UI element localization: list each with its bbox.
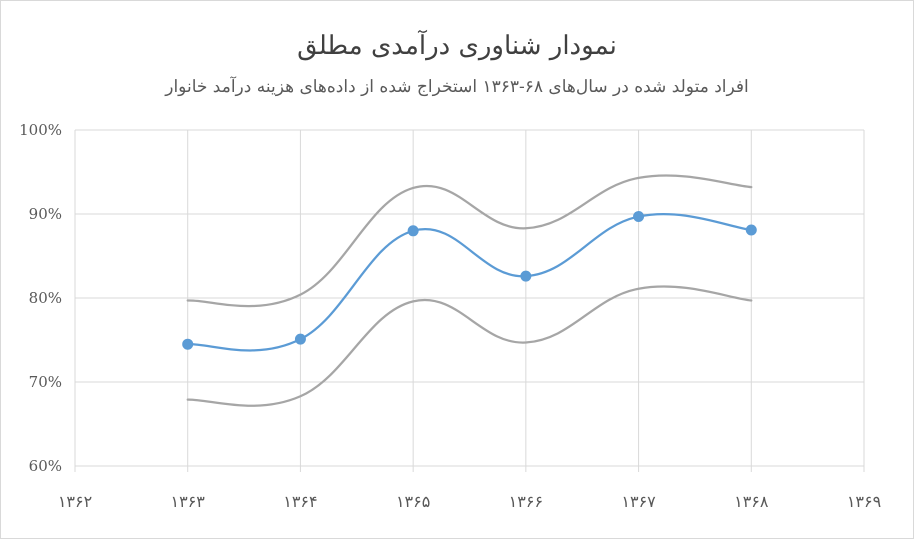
y-axis-ticks: 60% 70% 80% 90% 100% (19, 121, 62, 475)
y-tick-label: 70% (29, 373, 62, 391)
x-tick-label: ۱۳۶۸ (734, 492, 769, 511)
y-tick-label: 100% (19, 121, 62, 139)
x-tick-label: ۱۳۶۶ (509, 492, 543, 511)
y-tick-label: 80% (29, 289, 62, 307)
data-point (183, 339, 193, 349)
x-tick-label: ۱۳۶۲ (58, 492, 92, 511)
y-tick-label: 60% (29, 457, 62, 475)
x-axis-ticks: ۱۳۶۲ ۱۳۶۳ ۱۳۶۴ ۱۳۶۵ ۱۳۶۶ ۱۳۶۷ ۱۳۶۸ ۱۳۶۹ (58, 492, 881, 511)
marker-layer (183, 212, 757, 350)
data-point (408, 226, 418, 236)
data-point (634, 212, 644, 222)
series-line-main (188, 214, 752, 350)
data-point (521, 271, 531, 281)
x-tick-label: ۱۳۶۷ (621, 492, 656, 511)
x-tick-label: ۱۳۶۹ (847, 492, 881, 511)
chart-title: نمودار شناوری درآمدی مطلق (297, 29, 617, 61)
x-tick-label: ۱۳۶۵ (396, 492, 430, 511)
x-tick-label: ۱۳۶۳ (171, 492, 206, 511)
series-layer (188, 176, 752, 406)
y-tick-label: 90% (29, 205, 62, 223)
x-tick-label: ۱۳۶۴ (283, 492, 317, 511)
data-point (746, 225, 756, 235)
data-point (295, 334, 305, 344)
chart-subtitle: افراد متولد شده در سال‌های ۶۸-۱۳۶۳ استخر… (164, 75, 749, 97)
